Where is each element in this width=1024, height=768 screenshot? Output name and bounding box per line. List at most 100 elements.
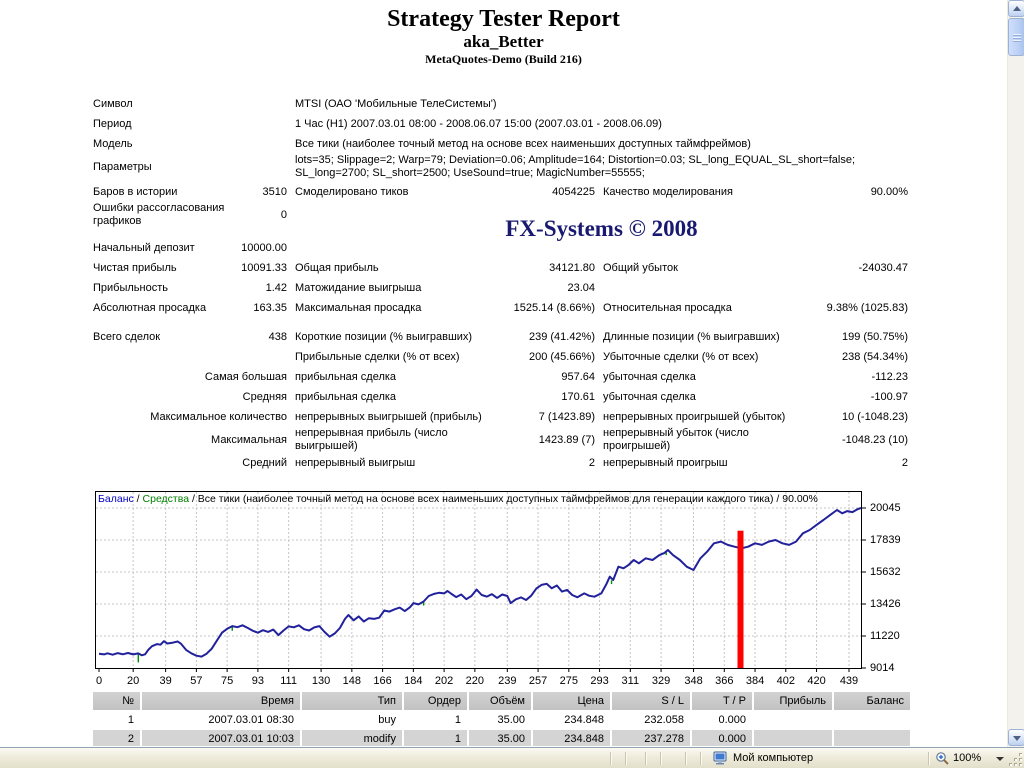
summary-label: Всего сделок [93,330,161,343]
vertical-scrollbar[interactable] [1007,0,1024,747]
thumb-grip-icon [1013,34,1021,42]
trades-cell: 232.058 [612,711,690,729]
statusbar-separator [685,752,686,765]
summary-cell: Длинные позиции (% выигравших) 199 (50.75… [603,327,908,347]
x-axis-tick-label: 93 [251,675,264,687]
summary-value: Средний [242,456,287,469]
summary-value: 239 (41.42%) [528,330,595,343]
summary-row: Всего сделок 438 Короткие позиции (% выигр… [93,327,908,347]
summary-value: 200 (45.66%) [528,350,595,363]
trades-cell: 1 [93,711,140,729]
trades-cell: 1 [404,711,467,729]
summary-label: Модель [93,137,133,150]
summary-cell: Самая большая [93,367,287,387]
legend-separator: / [133,493,143,505]
legend-balance-label: Баланс [98,493,134,505]
zoom-dropdown-arrow-icon[interactable] [996,757,1004,761]
summary-label: Ошибки рассогласования графиков [93,202,225,227]
summary-cell: непрерывная прибыль (число выигрышей) 142… [295,427,595,453]
summary-label: Длинные позиции (% выигравших) [603,330,780,343]
statusbar-separator [625,752,626,765]
x-axis-tick-label: 75 [221,675,234,687]
summary-value: 957.64 [561,370,595,383]
summary-label: непрерывных проигрышей (убыток) [603,410,786,423]
summary-row: Максимальное количество непрерывных выигр… [93,407,908,427]
summary-label: непрерывная прибыль (число выигрышей) [295,427,448,452]
trades-header-cell: № [93,692,140,710]
zoom-level-label[interactable]: 100% [953,752,982,764]
x-axis-tick-label: 384 [745,675,765,687]
trades-cell: buy [302,711,402,729]
summary-label: Период [93,117,132,130]
summary-cell: MTSI (ОАО 'Мобильные ТелеСистемы') [295,94,908,114]
summary-value: 1.42 [265,281,287,294]
x-axis-tick-label: 202 [434,675,454,687]
scroll-down-button[interactable] [1008,729,1024,746]
summary-label: lots=35; Slippage=2; Warp=79; Deviation=… [295,154,856,179]
summary-cell: Максимальная просадка 1525.14 (8.66%) [295,298,595,318]
x-axis-tick-label: 220 [465,675,485,687]
summary-row: Средний непрерывный выигрыш 2 непрерывный п… [93,453,908,473]
y-axis-tick-label: 9014 [870,662,895,674]
summary-cell: Общий убыток -24030.47 [603,258,908,278]
summary-label: Общий убыток [603,261,678,274]
summary-value: 3510 [262,185,287,198]
summary-value: 438 [268,330,287,343]
summary-row: Самая большая прибыльная сделка 957.64 убыт… [93,367,908,387]
y-axis-tick-label: 11220 [870,630,900,642]
summary-value: 1525.14 (8.66%) [513,301,595,314]
summary-value: 170.61 [561,390,595,403]
statusbar-separator [660,752,661,765]
summary-value: 4054225 [552,185,595,198]
summary-label: убыточная сделка [603,370,696,383]
summary-label: Убыточные сделки (% от всех) [603,350,759,363]
summary-value: 0 [280,208,287,221]
summary-value: 23.04 [567,281,595,294]
summary-label: прибыльная сделка [295,370,397,383]
summary-label: MTSI (ОАО 'Мобильные ТелеСистемы') [295,97,497,110]
zoom-magnifier-icon[interactable] [935,751,949,768]
summary-value: 199 (50.75%) [841,330,908,343]
trades-cell: 234.848 [533,730,610,746]
summary-label: непрерывный проигрыш [603,456,728,469]
resize-grip[interactable] [1009,753,1023,767]
x-axis-tick-label: 329 [651,675,671,687]
scroll-up-button[interactable] [1008,0,1024,17]
summary-value: 2 [901,456,908,469]
trades-cell [834,711,910,729]
summary-cell: Качество моделирования 90.00% [603,182,908,202]
summary-cell: Символ [93,94,287,114]
y-axis-tick-label: 15632 [870,566,901,578]
trades-cell: 2007.03.01 08:30 [142,711,300,729]
summary-cell: Параметры [93,154,287,180]
summary-label: непрерывный убыток (число проигрышей) [603,427,749,452]
statusbar-separator [610,752,611,765]
summary-row: Модель Все тики (наиболее точный метод на… [93,134,908,154]
summary-cell: Чистая прибыль 10091.33 [93,258,287,278]
summary-label: Параметры [93,160,152,173]
trades-cell: 1 [404,730,467,746]
summary-cell: непрерывный убыток (число проигрышей) -10… [603,427,908,453]
summary-row: Символ MTSI (ОАО 'Мобильные ТелеСистемы') [93,94,908,114]
summary-row: Максимальная непрерывная прибыль (число в… [93,427,908,453]
summary-row: Параметры lots=35; Slippage=2; Warp=79; D… [93,154,908,180]
summary-cell: убыточная сделка -112.23 [603,367,908,387]
y-axis-tick-label: 13426 [870,598,901,610]
status-bar: Мой компьютер 100% [0,747,1024,768]
summary-cell: Максимальное количество [93,407,287,427]
summary-cell [295,238,595,258]
x-axis-tick-label: 348 [684,675,703,687]
summary-cell: прибыльная сделка 957.64 [295,367,595,387]
summary-value: 10000.00 [241,241,287,254]
trades-cell [754,711,832,729]
scrollbar-thumb[interactable] [1008,18,1024,56]
summary-value: 34121.80 [549,261,595,274]
trades-header-cell: T / P [692,692,752,710]
summary-cell: Всего сделок 438 [93,327,287,347]
trades-cell: 0.000 [692,730,752,746]
x-axis-tick-label: 366 [715,675,734,687]
chart-legend: Баланс / Средства / Все тики (наиболее т… [98,493,818,505]
x-axis-tick-label: 111 [280,675,297,687]
y-axis-tick-label: 17839 [870,533,901,546]
